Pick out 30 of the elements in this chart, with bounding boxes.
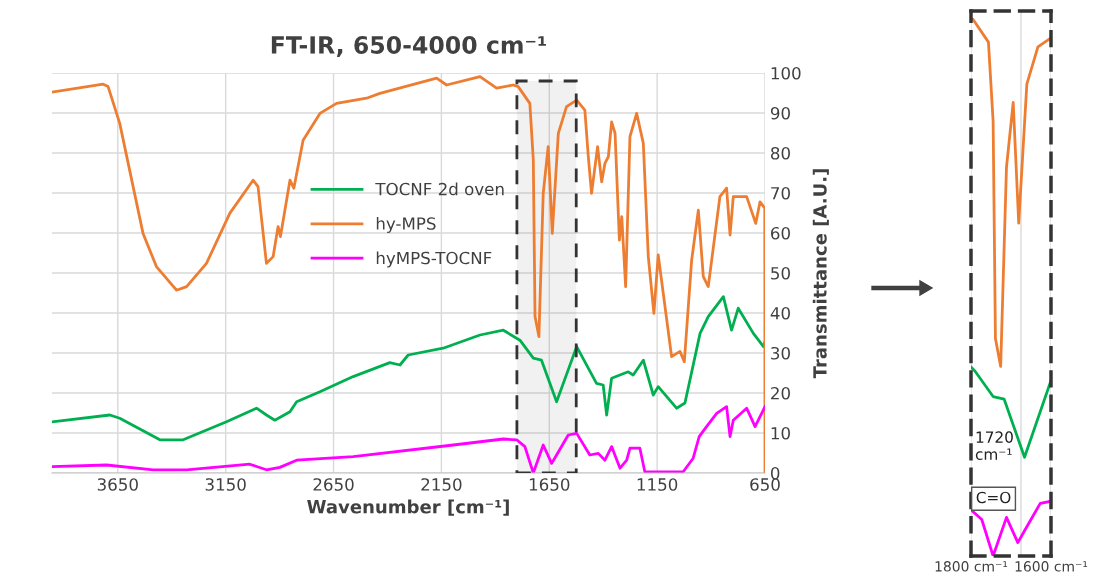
x-tick-label: 650 — [750, 478, 780, 491]
x-tick-label: 3650 — [97, 478, 138, 491]
x-tick-label: 3150 — [205, 478, 246, 491]
x-tick-label: 1650 — [529, 478, 570, 491]
line-series — [52, 295, 765, 442]
x-axis-title: Wavenumber [cm⁻¹] — [307, 499, 509, 516]
y-axis-title: Transmittance [A.U.] — [812, 169, 829, 379]
annotation: C=O — [976, 491, 1011, 504]
y-tick-label: 30 — [771, 346, 790, 360]
x-tick-label: 1150 — [637, 478, 678, 491]
annotation: 1720 cm⁻¹ — [975, 431, 1013, 460]
legend-label: hy-MPS — [376, 216, 436, 234]
line-series — [52, 75, 765, 473]
y-tick-label: 40 — [770, 306, 790, 320]
y-tick-label: 60 — [771, 226, 790, 240]
chart-title: FT-IR, 650-4000 cm⁻¹ — [271, 36, 546, 57]
y-tick-label: 80 — [770, 146, 790, 160]
y-tick-label: 10 — [771, 426, 790, 440]
x-tick-label: 1600 cm⁻¹ — [1015, 561, 1088, 572]
y-tick-label: 100 — [771, 66, 801, 80]
x-tick-label: 2650 — [313, 478, 354, 491]
y-tick-label: 50 — [771, 266, 790, 280]
y-tick-label: 20 — [771, 386, 790, 400]
y-tick-label: 0 — [770, 466, 780, 480]
x-tick-label: 2150 — [421, 478, 462, 491]
y-tick-label: 70 — [771, 186, 790, 200]
legend-label: TOCNF 2d oven — [375, 182, 504, 196]
legend-label: hyMPS-TOCNF — [376, 251, 492, 268]
y-tick-label: 90 — [770, 106, 790, 120]
x-tick-label: 1800 cm⁻¹ — [935, 561, 1008, 572]
